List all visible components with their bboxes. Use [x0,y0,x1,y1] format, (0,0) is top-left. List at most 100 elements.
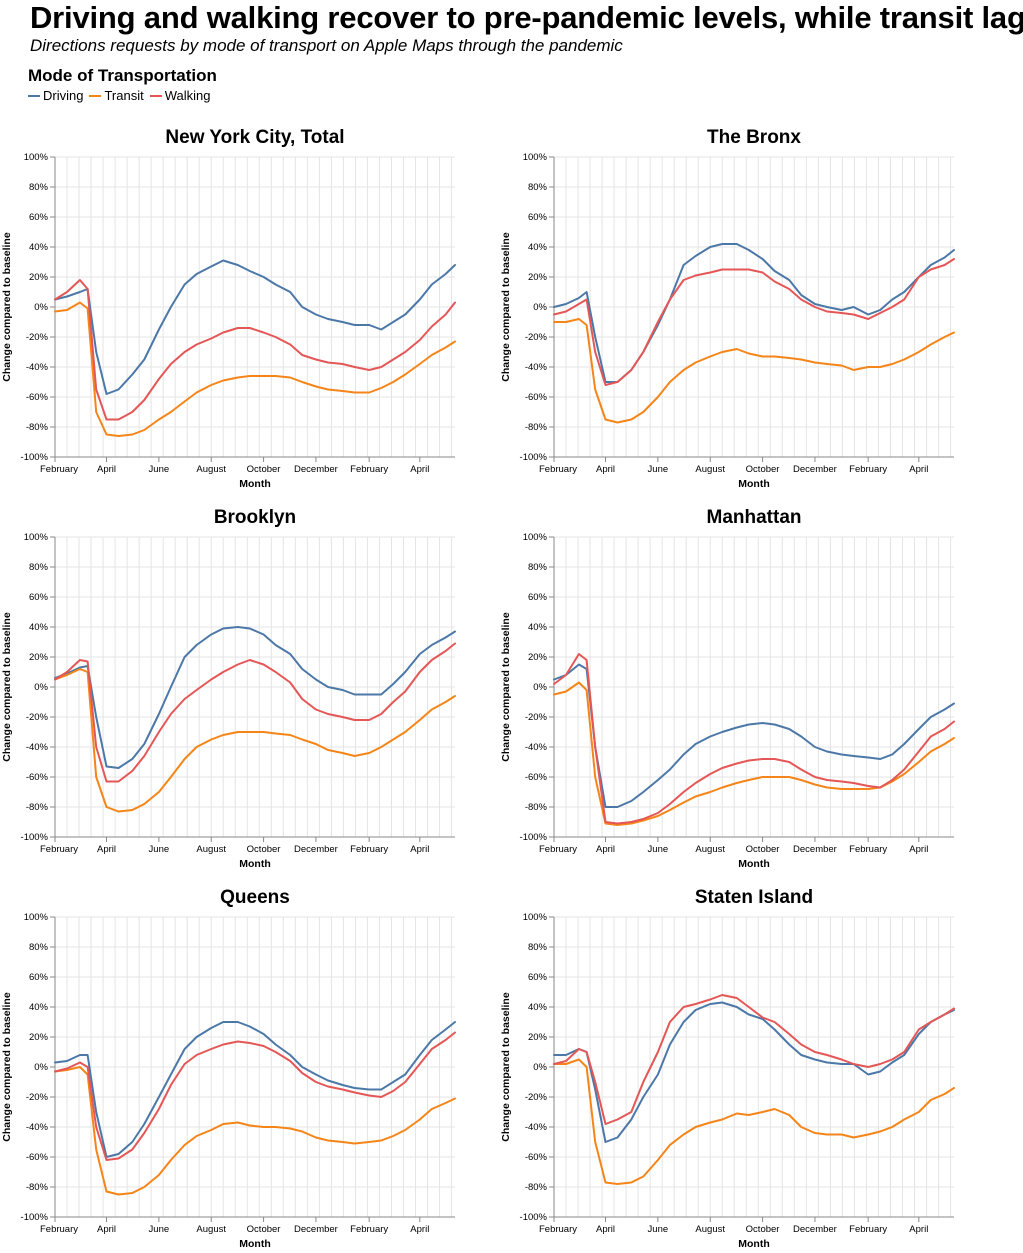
series-line-walking[interactable] [54,642,456,783]
y-tick-label: -80% [26,422,49,433]
panel-title: New York City, Total [165,127,344,148]
x-tick-label: February [849,844,887,855]
y-tick-label: -40% [525,1122,548,1133]
y-tick-label: 40% [528,242,548,253]
y-tick-label: 20% [528,1032,548,1043]
x-axis-title: Month [738,478,770,490]
y-tick-label: -20% [525,1092,548,1103]
x-tick-label: June [149,844,170,855]
legend-swatch-walking [149,94,162,97]
y-tick-label: -40% [26,742,49,753]
x-tick-label: February [539,844,577,855]
x-tick-label: February [849,464,887,475]
x-tick-label: October [247,844,281,855]
y-tick-label: -40% [525,362,548,373]
series-line-driving[interactable] [553,243,955,383]
legend: Mode of Transportation Driving Transit W… [28,66,217,103]
series-line-driving[interactable] [553,663,955,808]
series-line-walking[interactable] [54,1031,456,1161]
y-axis-title: Change compared to baseline [1,232,13,382]
y-tick-label: 100% [24,152,49,163]
x-axis-title: Month [738,858,770,870]
y-tick-label: 60% [29,212,49,223]
x-tick-label: February [350,844,388,855]
x-axis-title: Month [239,858,271,870]
y-tick-label: 100% [24,532,49,543]
y-tick-label: -80% [525,1182,548,1193]
y-tick-label: -100% [520,1212,548,1223]
x-tick-label: February [40,464,78,475]
series-line-driving[interactable] [553,1001,955,1143]
series-line-driving[interactable] [54,1021,456,1158]
series-line-transit[interactable] [54,668,456,813]
series-line-transit[interactable] [553,318,955,424]
series-line-transit[interactable] [553,1058,955,1185]
y-tick-label: -80% [525,802,548,813]
x-tick-label: February [350,1224,388,1235]
chart-title: Driving and walking recover to pre-pande… [30,0,1023,35]
y-tick-label: -20% [525,332,548,343]
panel-title: Staten Island [695,887,813,908]
x-tick-label: April [410,844,429,855]
y-tick-label: -60% [525,1152,548,1163]
x-tick-label: February [849,1224,887,1235]
y-tick-label: 100% [523,532,548,543]
y-tick-label: 20% [29,652,49,663]
y-tick-label: -100% [21,1212,49,1223]
y-tick-label: -40% [26,1122,49,1133]
y-tick-label: 20% [29,272,49,283]
y-axis-title: Change compared to baseline [1,612,13,762]
y-tick-label: -60% [525,772,548,783]
y-axis-title: Change compared to baseline [500,992,512,1142]
legend-item-walking[interactable]: Walking [149,88,211,103]
y-tick-label: -20% [26,1092,49,1103]
series-line-walking[interactable] [553,653,955,825]
series-line-transit[interactable] [54,1066,456,1196]
panel-new-york-city-total: 100%80%60%40%20%0%-20%-40%-60%-80%-100%F… [1,127,456,490]
y-tick-label: 40% [29,622,49,633]
panel-title: Brooklyn [214,507,296,528]
legend-label-walking: Walking [164,88,211,103]
y-tick-label: 40% [29,242,49,253]
y-tick-label: 0% [533,1062,547,1073]
x-tick-label: August [695,1224,725,1235]
y-tick-label: 60% [29,592,49,603]
x-tick-label: August [695,464,725,475]
y-axis-title: Change compared to baseline [500,612,512,762]
x-tick-label: October [247,1224,281,1235]
legend-item-transit[interactable]: Transit [89,88,144,103]
x-tick-label: February [539,1224,577,1235]
series-line-transit[interactable] [54,301,456,437]
y-tick-label: 100% [523,912,548,923]
x-tick-label: December [793,844,837,855]
x-tick-label: August [196,844,226,855]
y-tick-label: -80% [525,422,548,433]
y-tick-label: -20% [26,712,49,723]
series-line-walking[interactable] [553,258,955,386]
x-tick-label: June [648,464,669,475]
panel-the-bronx: 100%80%60%40%20%0%-20%-40%-60%-80%-100%F… [500,127,955,490]
series-line-driving[interactable] [54,259,456,395]
legend-label-driving: Driving [43,88,84,103]
y-tick-label: 0% [34,302,48,313]
legend-item-driving[interactable]: Driving [28,88,83,103]
y-tick-label: 80% [29,182,49,193]
series-line-walking[interactable] [553,994,955,1125]
y-tick-label: -80% [26,802,49,813]
panel-title: The Bronx [707,127,801,148]
legend-title: Mode of Transportation [28,66,217,85]
series-line-walking[interactable] [54,279,456,421]
series-line-driving[interactable] [54,626,456,769]
legend-swatch-transit [89,94,102,97]
panel-staten-island: 100%80%60%40%20%0%-20%-40%-60%-80%-100%F… [500,887,955,1250]
y-tick-label: -100% [520,832,548,843]
y-tick-label: 60% [528,972,548,983]
y-tick-label: 20% [528,652,548,663]
y-axis-title: Change compared to baseline [500,232,512,382]
legend-swatch-driving [28,94,40,97]
y-tick-label: -20% [26,332,49,343]
y-tick-label: -60% [26,392,49,403]
x-tick-label: August [695,844,725,855]
x-tick-label: April [97,844,116,855]
x-tick-label: February [350,464,388,475]
